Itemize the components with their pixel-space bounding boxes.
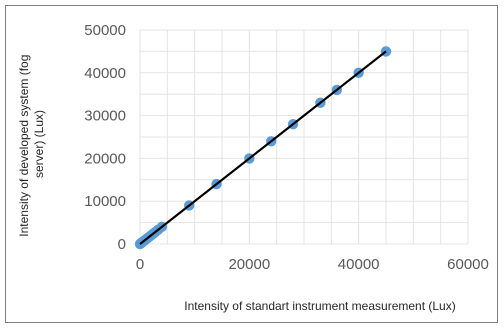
x-tick-label: 60000: [447, 256, 489, 273]
x-tick-label: 20000: [228, 256, 270, 273]
y-axis-title-line-1: Intensity of developed system (fog: [17, 55, 31, 237]
y-tick-label: 40000: [84, 65, 126, 82]
trendline-group: [139, 50, 387, 245]
y-tick-label: 20000: [84, 150, 126, 167]
x-axis-title: Intensity of standart instrument measure…: [184, 299, 455, 313]
x-tick-label: 40000: [338, 256, 380, 273]
y-axis-ticks: 0 10000 20000 30000 40000 50000: [84, 22, 126, 253]
y-tick-label: 10000: [84, 193, 126, 210]
x-axis-ticks: 0 20000 40000 60000: [136, 256, 489, 273]
y-tick-label: 0: [118, 236, 126, 253]
chart-frame: 0 20000 40000 60000 0 10000 20000 30000 40000 50…: [5, 5, 498, 323]
y-tick-label: 30000: [84, 108, 126, 125]
grid: [139, 29, 469, 245]
x-tick-label: 0: [136, 256, 144, 273]
y-tick-label: 50000: [84, 22, 126, 39]
scatter-chart: 0 20000 40000 60000 0 10000 20000 30000 40000 50…: [17, 22, 489, 313]
trendline: [139, 50, 387, 245]
y-axis-title: Intensity of developed system (fog serve…: [17, 51, 46, 236]
y-axis-title-line-2: server) (Lux): [32, 110, 46, 178]
